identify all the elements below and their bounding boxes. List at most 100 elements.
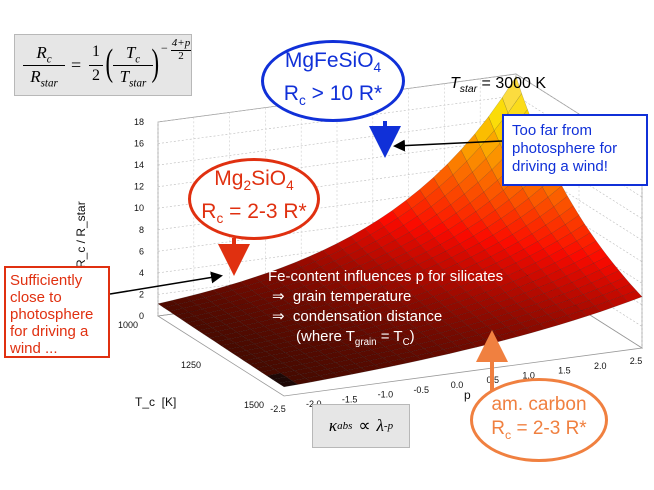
surface-cell <box>566 310 588 321</box>
surface-cell <box>275 330 297 339</box>
surface-cell <box>237 290 259 299</box>
sufficiently-close-note: Sufficiently close to photosphere for dr… <box>4 266 110 358</box>
formula-lhs-den: Rstar <box>30 67 58 90</box>
x-tick-label: 1500 <box>244 400 264 410</box>
surface-cell <box>467 321 488 331</box>
surface-cell <box>529 248 550 264</box>
formula-rparen: ) <box>151 42 160 84</box>
surface-cell <box>538 281 559 294</box>
surface-cell <box>425 332 447 342</box>
surface-cell <box>616 283 637 297</box>
surface-cell <box>391 305 413 315</box>
surface-cell <box>321 362 343 370</box>
surface-cell <box>207 309 229 318</box>
surface-cell <box>385 300 407 311</box>
surface-cell <box>266 372 287 380</box>
surface-cell <box>274 366 296 374</box>
mg2sio4-callout: Mg2SiO4 Rc = 2-3 R* <box>188 158 320 240</box>
surface-cell <box>577 282 598 295</box>
surface <box>157 75 643 388</box>
formula-t-num: Tc <box>125 43 141 66</box>
y-tick-label: 1.5 <box>558 366 571 376</box>
formula-half-num: 1 <box>92 43 100 60</box>
surface-cell <box>304 350 325 358</box>
mgfesio4-callout: MgFeSiO4 Rc > 10 R* <box>261 40 405 122</box>
too-far-note: Too far from photosphere for driving a w… <box>502 114 648 186</box>
y-tick-label: 0.0 <box>451 380 464 390</box>
surface-cell <box>527 308 549 320</box>
y-tick-label: 2.5 <box>630 356 643 366</box>
x-axis-label: T_c [K] <box>135 395 177 409</box>
surface-cell <box>306 339 328 348</box>
surface-cell <box>194 312 215 321</box>
surface-cell <box>488 307 510 318</box>
surface-cell <box>261 333 283 342</box>
surface-cell <box>456 342 478 351</box>
surface-cell <box>307 364 329 373</box>
formula-lparen: ( <box>105 42 114 84</box>
surface-cell <box>412 336 433 345</box>
formula-t-den: Tstar <box>119 67 147 90</box>
surface-cell <box>248 361 270 369</box>
y-tick-label: -1.5 <box>342 394 358 404</box>
x-tick-label: 1000 <box>118 320 138 330</box>
surface-cell <box>525 323 547 333</box>
surface-cell <box>511 327 533 337</box>
surface-cell <box>548 248 569 264</box>
surface-cell <box>553 315 574 325</box>
surface-cell <box>401 280 423 292</box>
kappa-box: κ abs ∝ λ -p <box>312 404 410 448</box>
surface-cell <box>262 294 284 304</box>
surface-cell <box>290 353 312 361</box>
surface-cell <box>231 350 253 358</box>
surface-cell <box>374 361 395 369</box>
surface-cell <box>168 308 190 316</box>
surface-cell <box>540 262 562 277</box>
surface-cell <box>174 311 196 320</box>
surface-cell <box>346 367 368 375</box>
surface-cell <box>622 290 643 303</box>
surface-cell <box>226 346 247 354</box>
surface-cell <box>579 262 600 277</box>
surface-cell <box>292 271 314 282</box>
surface-cell <box>487 269 509 282</box>
surface-cell <box>203 331 224 339</box>
surface-cell <box>580 305 602 317</box>
y-tick-label: 2.0 <box>594 361 607 371</box>
surface-cell <box>190 297 212 306</box>
surface-cell <box>243 357 265 365</box>
z-tick-label: 2 <box>139 289 144 299</box>
z-tick-label: 10 <box>134 203 144 213</box>
surface-cell <box>569 294 590 306</box>
z-axis-label: R_c / R_star <box>74 201 88 268</box>
surface-cell <box>493 275 515 288</box>
surface-cell <box>163 304 184 312</box>
surface-cell <box>220 342 242 350</box>
surface-cell <box>423 344 445 353</box>
surface-cell <box>351 270 372 282</box>
surface-cell <box>313 368 334 376</box>
y-tick-label: -0.5 <box>413 385 429 395</box>
surface-cell <box>262 358 284 366</box>
surface-cell <box>460 280 481 293</box>
formula-equals: = <box>71 55 82 75</box>
surface-cell <box>268 298 290 308</box>
formula-box: Rc Rstar = 1 2 ( Tc Tstar ) − 4+p 2 <box>14 34 192 96</box>
black-arrow-far <box>393 139 503 152</box>
surface-cell <box>596 283 618 296</box>
surface-cell <box>469 307 490 318</box>
carbon-callout: am. carbon Rc = 2-3 R* <box>470 378 608 462</box>
surface-cell <box>486 322 508 332</box>
surface-cell <box>216 328 238 336</box>
formula-lhs-num: Rc <box>36 43 52 66</box>
formula-half-den: 2 <box>92 67 100 84</box>
surface-cell <box>244 321 266 330</box>
z-tick-label: 14 <box>134 160 144 170</box>
surface-cell <box>281 334 302 343</box>
surface-cell <box>571 276 593 289</box>
surface-cell <box>237 354 259 361</box>
y-axis-label: p <box>464 388 471 402</box>
surface-cell <box>318 276 339 287</box>
surface-cell <box>594 300 615 312</box>
